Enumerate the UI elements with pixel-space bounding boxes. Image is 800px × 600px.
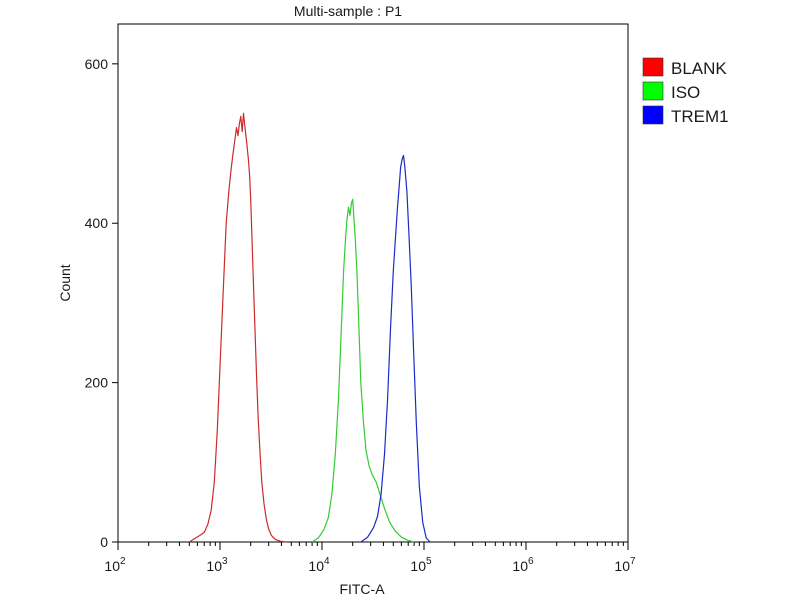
legend: BLANK ISO TREM1 [642,57,729,126]
x-tick-label: 105 [410,556,432,574]
x-tick-label: 107 [614,556,636,574]
legend-label: TREM1 [671,107,729,126]
y-tick-label: 400 [85,215,109,231]
x-axis-label: FITC-A [339,581,385,597]
y-tick-label: 0 [100,534,108,550]
x-tick-label: 106 [512,556,534,574]
histogram-series [188,112,431,543]
legend-swatch [642,81,664,101]
y-axis: 0 200 400 600 [85,56,118,550]
x-tick-label: 102 [104,556,126,574]
series-trem1-line [360,154,431,543]
y-tick-label: 600 [85,56,109,72]
legend-swatch [642,105,664,125]
x-tick-label: 103 [206,556,228,574]
plot-frame [117,23,629,543]
x-tick-label: 104 [308,556,330,574]
legend-swatch [642,57,664,77]
series-blank-line [188,112,287,543]
legend-label: BLANK [671,59,727,78]
x-axis: 102 103 104 105 106 107 [104,542,636,574]
legend-label: ISO [671,83,700,102]
y-tick-label: 200 [85,375,109,391]
y-axis-label: Count [57,264,73,301]
series-iso-line [311,198,415,543]
chart-title: Multi-sample : P1 [294,3,402,19]
